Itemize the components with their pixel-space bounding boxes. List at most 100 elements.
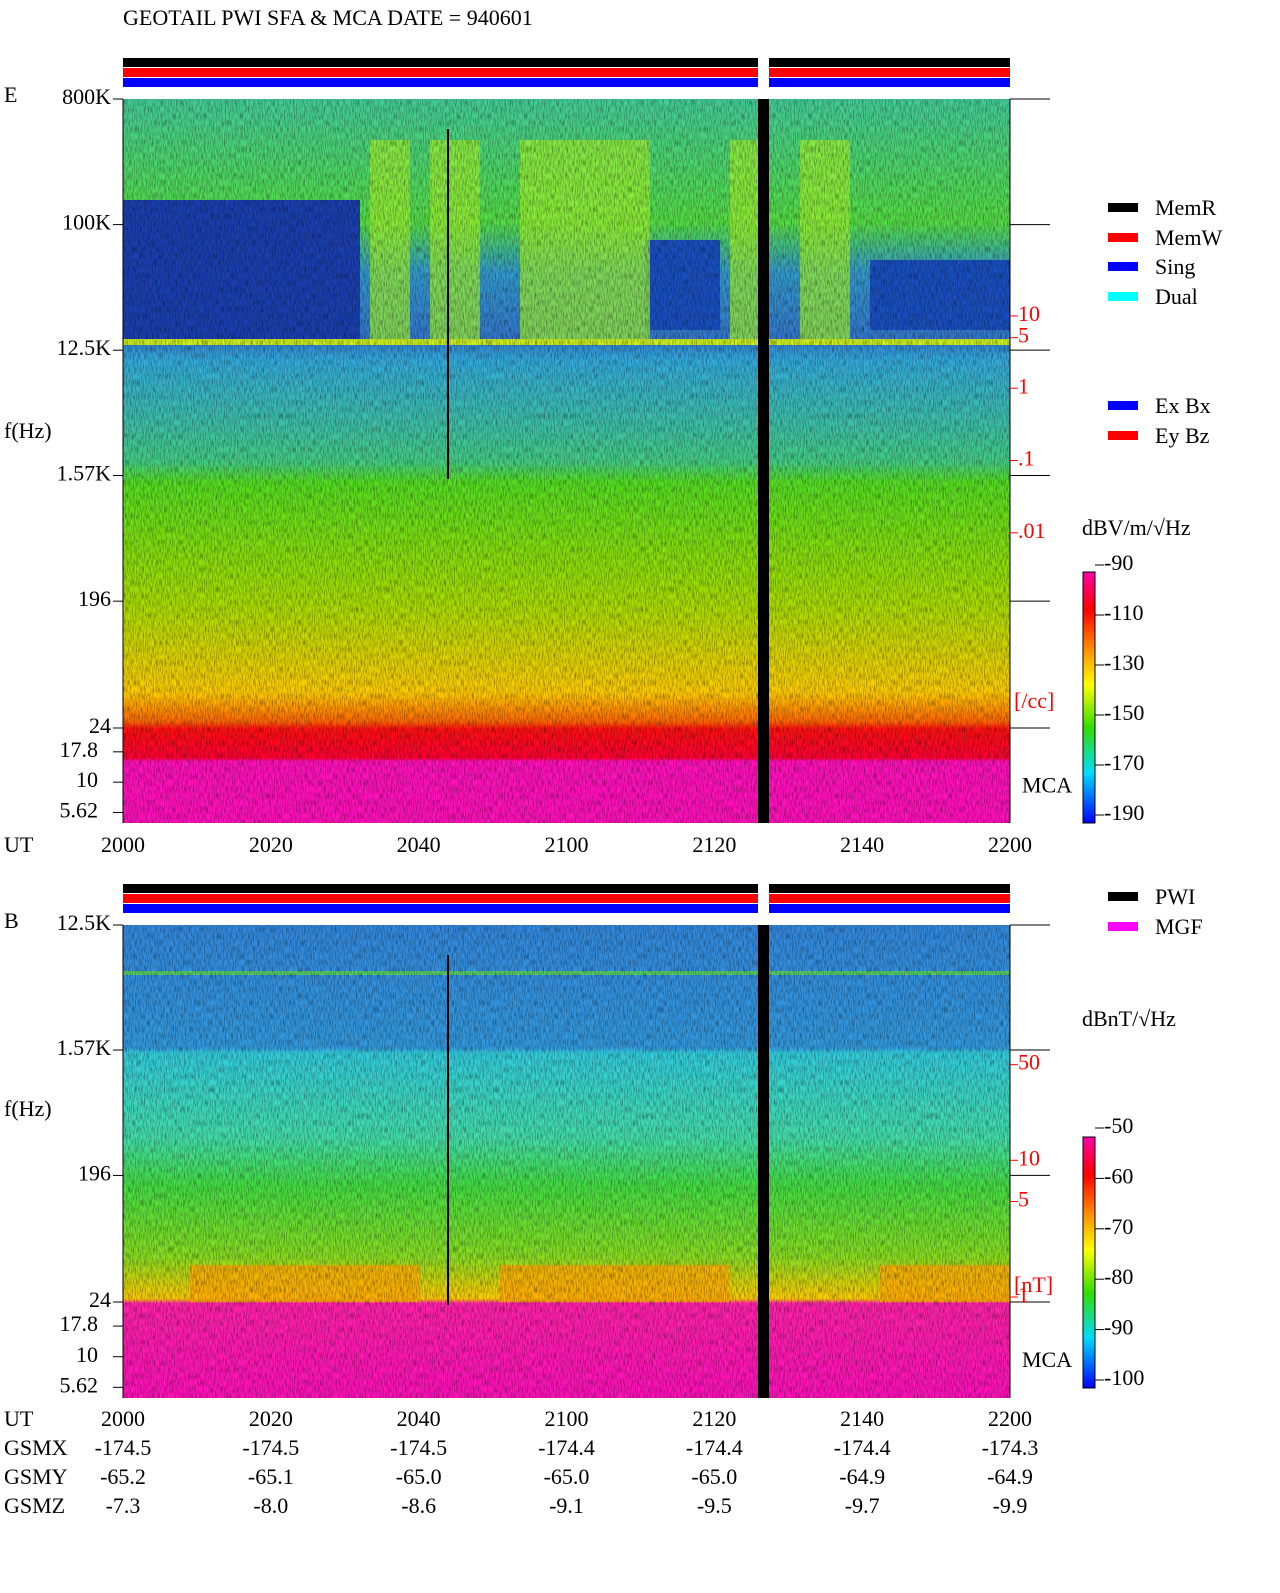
colorbar-tick-label: -170 xyxy=(1104,750,1144,775)
orbit-row-label: GSMY xyxy=(4,1464,68,1489)
x-tick-label: 2100 xyxy=(545,832,589,857)
legend-swatch xyxy=(1108,233,1138,242)
orbit-value: -65.0 xyxy=(691,1464,737,1489)
x-tick-label: 2040 xyxy=(397,1406,441,1431)
colorbar-label: dBV/m/√Hz xyxy=(1082,515,1191,540)
orbit-value: -64.9 xyxy=(987,1464,1033,1489)
colorbar-tick-label: -110 xyxy=(1104,600,1144,625)
y-tick-label: 1.57K xyxy=(57,461,112,486)
x-tick-label: 2000 xyxy=(101,832,145,857)
status-bar xyxy=(123,904,1010,913)
legend-label: MemW xyxy=(1155,225,1222,250)
density-tick-label: 10 xyxy=(1018,301,1040,326)
orbit-value: -65.0 xyxy=(544,1464,590,1489)
orbit-value: -174.4 xyxy=(538,1435,595,1460)
legend-swatch xyxy=(1108,203,1138,212)
orbit-value: -174.5 xyxy=(242,1435,299,1460)
legend-label: Ey Bz xyxy=(1155,423,1210,448)
colorbar xyxy=(1082,1136,1096,1389)
legend-swatch xyxy=(1108,431,1138,440)
density-unit: [nT] xyxy=(1014,1272,1053,1297)
colorbar-tick-label: -150 xyxy=(1104,700,1144,725)
colorbar-tick-label: -80 xyxy=(1104,1264,1133,1289)
colorbar xyxy=(1082,571,1096,824)
legend-swatch xyxy=(1108,262,1138,271)
orbit-value: -8.6 xyxy=(401,1493,436,1518)
x-axis-label: UT xyxy=(4,1406,34,1431)
y-tick-label: 196 xyxy=(78,586,111,611)
orbit-value: -8.0 xyxy=(253,1493,288,1518)
density-tick-label: 1 xyxy=(1018,373,1029,398)
data-gap xyxy=(758,99,769,823)
x-tick-label: 2120 xyxy=(692,832,736,857)
colorbar-tick-label: -60 xyxy=(1104,1163,1133,1188)
density-tick-label: .01 xyxy=(1018,518,1046,543)
status-bar xyxy=(123,58,1010,67)
legend-label: MemR xyxy=(1155,195,1216,220)
y-tick-label: 196 xyxy=(78,1160,111,1185)
density-tick-label: 1 xyxy=(1018,1282,1029,1307)
y-axis-label: f(Hz) xyxy=(4,1096,52,1121)
y-tick-label: 12.5K xyxy=(57,335,112,360)
y-tick-label: 100K xyxy=(62,210,111,235)
orbit-table: GSMX -174.5 -174.5 -174.5 -174.4 -174.4 -174.4… xyxy=(4,1435,1038,1518)
colorbar-tick-label: -70 xyxy=(1104,1214,1133,1239)
density-tick-label: 5 xyxy=(1018,1186,1029,1211)
orbit-value: -65.1 xyxy=(248,1464,294,1489)
panels: Ef(Hz)UT800K100K12.5K1.57K1962417.8105.6… xyxy=(4,58,1222,1431)
x-tick-label: 2100 xyxy=(545,1406,589,1431)
x-tick-label: 2140 xyxy=(840,1406,884,1431)
mca-tick-label: 10 xyxy=(76,767,98,792)
colorbar-label: dBnT/√Hz xyxy=(1082,1006,1176,1031)
colorbar-tick-label: -50 xyxy=(1104,1113,1133,1138)
orbit-value: -174.4 xyxy=(834,1435,891,1460)
orbit-value: -174.3 xyxy=(982,1435,1039,1460)
colorbar-tick-label: -130 xyxy=(1104,650,1144,675)
x-tick-label: 2000 xyxy=(101,1406,145,1431)
mca-tick-label: 5.62 xyxy=(60,1372,99,1397)
orbit-value: -9.1 xyxy=(549,1493,584,1518)
orbit-value: -9.9 xyxy=(993,1493,1028,1518)
orbit-value: -65.0 xyxy=(396,1464,442,1489)
x-tick-label: 2200 xyxy=(988,832,1032,857)
orbit-value: -9.7 xyxy=(845,1493,880,1518)
spectrogram-texture xyxy=(123,99,1010,823)
density-tick-label: .1 xyxy=(1018,446,1035,471)
spectrogram-texture xyxy=(123,925,1010,1398)
density-tick-label: 5 xyxy=(1018,323,1029,348)
mca-tick-label: 17.8 xyxy=(60,737,99,762)
y-tick-label: 24 xyxy=(89,713,111,738)
orbit-row-label: GSMZ xyxy=(4,1493,65,1518)
status-bar xyxy=(123,884,1010,893)
legend-label: Dual xyxy=(1155,284,1198,309)
legend-swatch xyxy=(1108,292,1138,301)
legend-swatch xyxy=(1108,922,1138,931)
title: GEOTAIL PWI SFA & MCA DATE = 940601 xyxy=(123,5,533,30)
density-tick-label: 50 xyxy=(1018,1050,1040,1075)
legend-label: MGF xyxy=(1155,914,1203,939)
legend-label: PWI xyxy=(1155,884,1195,909)
status-bar xyxy=(123,78,1010,87)
colorbar-tick-label: -90 xyxy=(1104,1315,1133,1340)
x-axis-label: UT xyxy=(4,832,34,857)
panel-label: E xyxy=(4,82,17,107)
colorbar-tick-label: -190 xyxy=(1104,800,1144,825)
density-unit: [/cc] xyxy=(1014,688,1054,713)
status-gap xyxy=(758,884,769,914)
orbit-value: -174.5 xyxy=(390,1435,447,1460)
legend-swatch xyxy=(1108,892,1138,901)
orbit-value: -64.9 xyxy=(839,1464,885,1489)
mca-label: MCA xyxy=(1022,773,1072,798)
mca-tick-label: 17.8 xyxy=(60,1311,99,1336)
y-tick-label: 12.5K xyxy=(57,910,112,935)
orbit-value: -7.3 xyxy=(106,1493,141,1518)
legend-label: Sing xyxy=(1155,254,1195,279)
mca-label: MCA xyxy=(1022,1347,1072,1372)
orbit-value: -174.5 xyxy=(95,1435,152,1460)
legend-label: Ex Bx xyxy=(1155,393,1211,418)
y-tick-label: 1.57K xyxy=(57,1035,112,1060)
x-tick-label: 2140 xyxy=(840,832,884,857)
